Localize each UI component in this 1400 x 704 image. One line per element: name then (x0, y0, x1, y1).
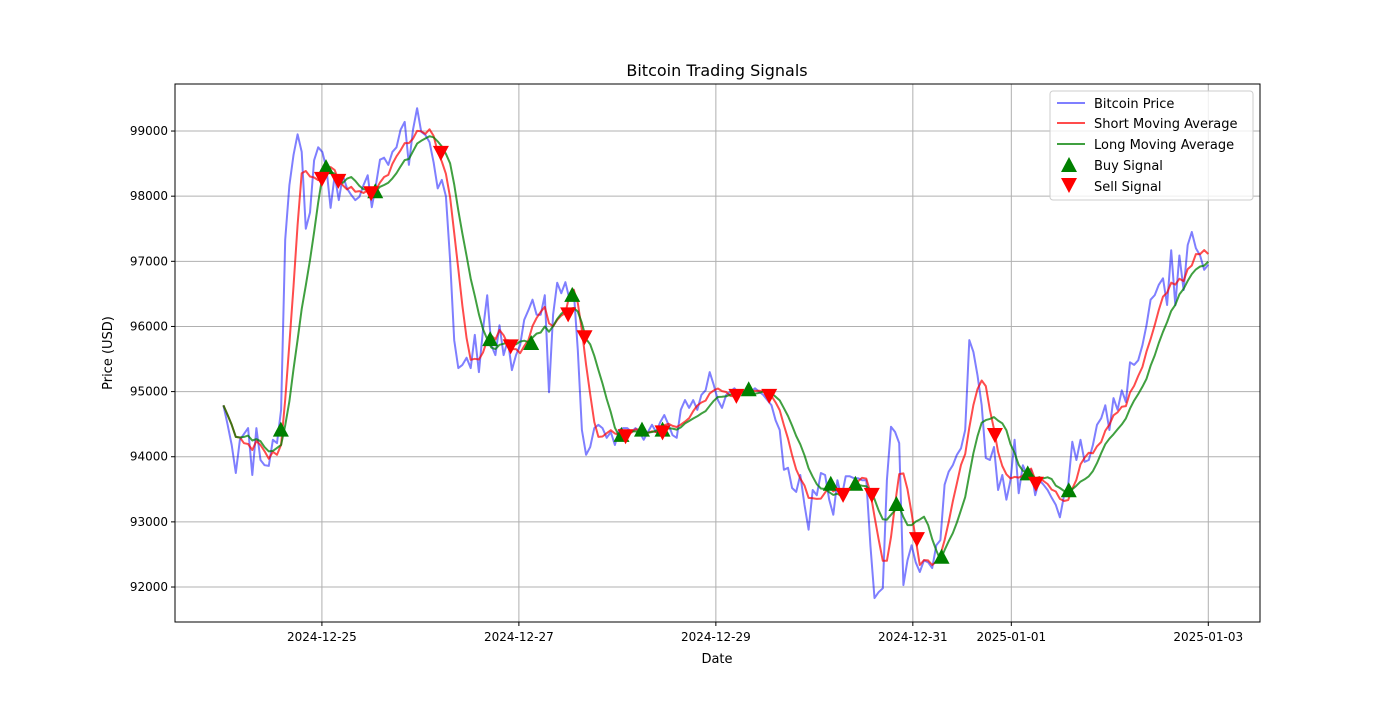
y-tick-label: 99000 (130, 124, 168, 138)
plot-frame (174, 83, 1261, 623)
legend-buy: Buy Signal (1094, 159, 1163, 174)
y-tick-label: 92000 (130, 580, 168, 594)
x-tick-label: 2024-12-29 (681, 630, 751, 644)
sell-signal-marker (761, 388, 778, 404)
buy-signal-marker (847, 475, 864, 491)
sell-signal-marker (502, 339, 519, 355)
y-tick-label: 95000 (130, 385, 168, 399)
y-tick-label: 97000 (130, 254, 168, 268)
x-tick-label: 2024-12-31 (878, 630, 948, 644)
x-tick-label: 2025-01-01 (976, 630, 1046, 644)
sell-signal-marker (986, 427, 1003, 443)
buy-signal-marker (740, 381, 757, 397)
y-tick-label: 93000 (130, 515, 168, 529)
legend-short-ma: Short Moving Average (1094, 117, 1238, 132)
y-tick-label: 96000 (130, 319, 168, 333)
buy-signal-marker (272, 421, 289, 437)
x-tick-label: 2025-01-03 (1173, 630, 1243, 644)
buy-signal-marker (822, 475, 839, 491)
legend-buy-marker-icon (1061, 157, 1077, 172)
sell-signal-marker (576, 330, 593, 346)
buy-signal-marker (933, 548, 950, 564)
sell-signal-marker (313, 171, 330, 187)
y-tick-label: 98000 (130, 189, 168, 203)
sell-signal-marker (863, 487, 880, 503)
chart-title: Bitcoin Trading Signals (626, 61, 807, 80)
sell-signal-marker (560, 307, 577, 323)
bitcoin-price-line (222, 107, 1210, 600)
legend-sell-marker-icon (1061, 178, 1077, 193)
legend-price: Bitcoin Price (1094, 97, 1174, 112)
x-axis-label: Date (701, 652, 732, 667)
buy-signal-marker (1019, 465, 1036, 481)
buy-signal-marker (318, 159, 335, 175)
y-tick-label: 94000 (130, 450, 168, 464)
buy-signal-marker (888, 495, 905, 511)
buy-signal-marker (633, 421, 650, 437)
legend: Bitcoin Price Short Moving Average Long … (1049, 90, 1254, 201)
short-moving-average-line (222, 128, 1209, 566)
x-tick-label: 2024-12-25 (287, 630, 357, 644)
sell-signal-marker (617, 429, 634, 445)
long-moving-average-line (222, 135, 1209, 562)
sell-signal-marker (363, 186, 380, 202)
legend-sell: Sell Signal (1094, 180, 1162, 195)
legend-long-ma: Long Moving Average (1094, 138, 1234, 153)
buy-signal-marker (523, 335, 540, 351)
sell-signal-marker (432, 145, 449, 161)
sell-signal-marker (654, 425, 671, 441)
sell-signal-marker (330, 173, 347, 189)
buy-signal-marker (1060, 482, 1077, 498)
buy-signal-marker (564, 286, 581, 302)
buy-signal-marker (482, 331, 499, 347)
y-axis-label: Price (USD) (101, 316, 116, 390)
x-tick-label: 2024-12-27 (484, 630, 554, 644)
sell-signal-marker (1027, 476, 1044, 492)
sell-signal-marker (835, 487, 852, 503)
sell-signal-marker (908, 532, 925, 548)
sell-signal-marker (728, 388, 745, 404)
